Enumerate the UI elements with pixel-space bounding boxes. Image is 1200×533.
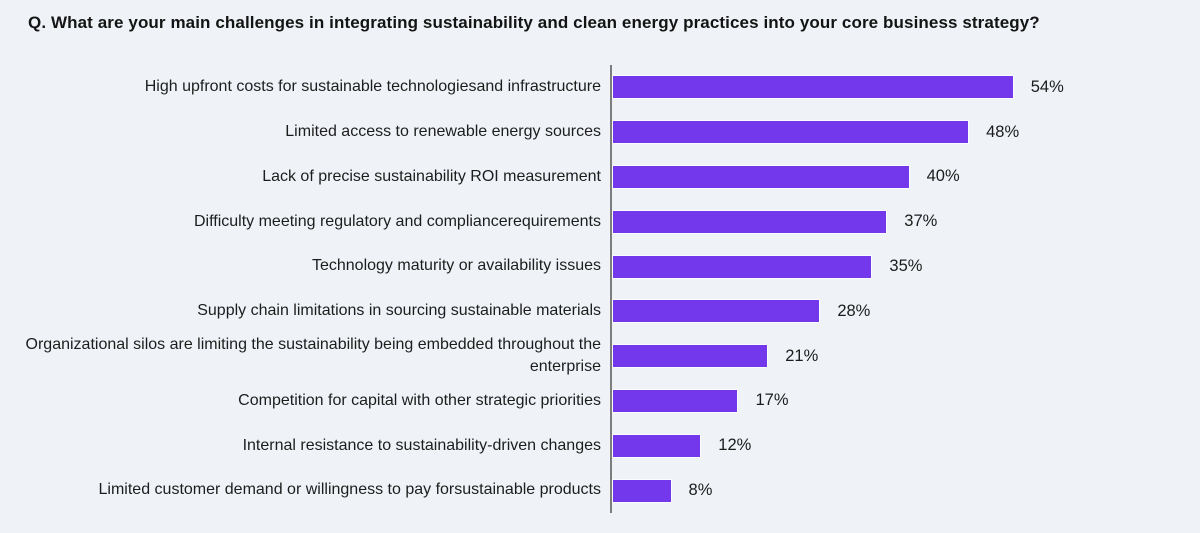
chart-row: Competition for capital with other strat… <box>0 378 1200 424</box>
chart-row: Lack of precise sustainability ROI measu… <box>0 154 1200 200</box>
category-label: Limited customer demand or willingness t… <box>98 481 601 499</box>
chart-question-title: Q. What are your main challenges in inte… <box>28 13 1040 32</box>
bar <box>612 344 769 369</box>
bar <box>612 164 910 189</box>
value-label: 48% <box>986 122 1020 141</box>
bar <box>612 478 672 503</box>
category-label: Organizational silos are limiting the su… <box>25 335 601 376</box>
category-label: Internal resistance to sustainability-dr… <box>242 436 601 454</box>
category-label: Technology maturity or availability issu… <box>311 257 601 275</box>
value-label: 21% <box>785 346 819 365</box>
bar-cell: 17% <box>610 378 1200 424</box>
bar-cell: 28% <box>610 288 1200 334</box>
bar <box>612 254 873 279</box>
chart-row: Supply chain limitations in sourcing sus… <box>0 288 1200 334</box>
chart-row: Internal resistance to sustainability-dr… <box>0 423 1200 469</box>
category-label: High upfront costs for sustainable techn… <box>144 78 601 96</box>
category-label: Lack of precise sustainability ROI measu… <box>262 167 601 185</box>
chart-row: Limited customer demand or willingness t… <box>0 468 1200 513</box>
bar-cell: 54% <box>610 65 1200 110</box>
value-label: 40% <box>926 167 960 186</box>
chart-row: High upfront costs for sustainable techn… <box>0 65 1200 110</box>
bar-cell: 35% <box>610 244 1200 289</box>
value-label: 17% <box>755 391 789 410</box>
category-label: Limited access to renewable energy sourc… <box>285 123 601 140</box>
value-label: 54% <box>1030 77 1064 96</box>
value-label: 35% <box>889 257 923 276</box>
bar-cell: 21% <box>610 333 1200 379</box>
bar-cell: 37% <box>610 199 1200 245</box>
chart-row: Limited access to renewable energy sourc… <box>0 109 1200 155</box>
bar-cell: 48% <box>610 109 1200 155</box>
bar <box>612 299 821 324</box>
bar-cell: 8% <box>610 468 1200 513</box>
category-label: Supply chain limitations in sourcing sus… <box>197 302 601 320</box>
value-label: 28% <box>837 301 871 320</box>
bar <box>612 75 1014 100</box>
bar <box>612 120 970 145</box>
value-label: 37% <box>904 212 938 231</box>
bar <box>612 388 739 413</box>
bar <box>612 209 888 234</box>
chart-row: Difficulty meeting regulatory and compli… <box>0 199 1200 245</box>
bar-cell: 12% <box>610 423 1200 469</box>
bar <box>612 433 702 458</box>
value-label: 8% <box>688 481 713 500</box>
value-label: 12% <box>718 436 752 455</box>
chart-row: Organizational silos are limiting the su… <box>0 333 1200 379</box>
category-label: Difficulty meeting regulatory and compli… <box>193 212 601 230</box>
bar-cell: 40% <box>610 154 1200 200</box>
chart-row: Technology maturity or availability issu… <box>0 244 1200 289</box>
bar-chart-rows: High upfront costs for sustainable techn… <box>0 65 1200 513</box>
category-label: Competition for capital with other strat… <box>238 391 601 409</box>
